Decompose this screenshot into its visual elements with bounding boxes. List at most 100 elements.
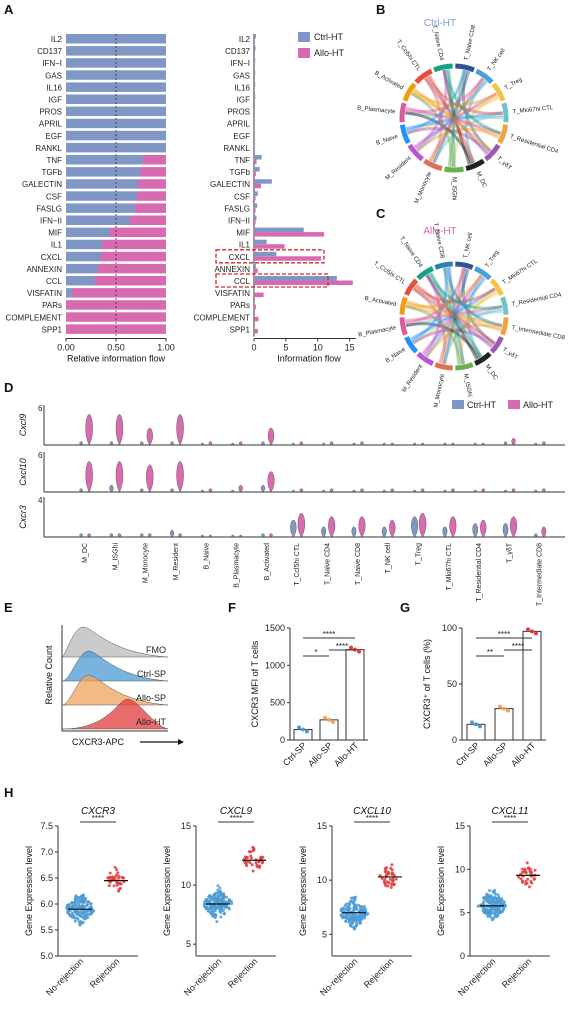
violin (231, 489, 235, 493)
y-tick-label: 100 (442, 623, 457, 633)
scatter-point (483, 910, 487, 914)
scatter-point (113, 865, 117, 869)
scatter-point (351, 901, 355, 905)
scatter-point (348, 919, 352, 923)
panel-label-a: A (4, 2, 14, 17)
row-label: TGFb (230, 168, 251, 177)
dot (357, 649, 361, 654)
histogram-label: Ctrl-SP (137, 669, 166, 679)
violin (201, 489, 204, 493)
scatter-point (118, 886, 122, 890)
violin (297, 512, 305, 538)
violin (358, 516, 366, 538)
chord-label: B_Naive (385, 346, 408, 364)
violin (267, 471, 275, 493)
y-tick-label: 5 (460, 908, 465, 918)
row-label: PARs (42, 301, 62, 310)
dot (349, 645, 353, 650)
scatter-point (115, 883, 119, 887)
scatter-point (389, 886, 393, 890)
row-label: IL2 (239, 35, 251, 44)
y-tick-label: 6.0 (40, 899, 53, 909)
scatter-point (73, 919, 77, 923)
chord-link (413, 285, 496, 304)
row-label: COMPLEMENT (6, 313, 63, 322)
bar-allo-22 (254, 304, 256, 310)
row-label: IL16 (234, 83, 250, 92)
bar-ctrl-18 (66, 251, 101, 262)
chord-link (442, 69, 471, 166)
scatter-point (80, 904, 84, 908)
chord-link (413, 92, 498, 149)
x-tick-label: Rejection (226, 956, 260, 990)
scatter-point (116, 871, 120, 875)
chord-link (427, 273, 503, 310)
chord-link (415, 283, 496, 345)
dot (305, 729, 309, 734)
scatter-point (227, 899, 231, 903)
violin (352, 442, 356, 446)
bar-allo-10 (254, 159, 257, 164)
bar-allo-20 (95, 276, 166, 286)
scatter-point (529, 879, 533, 883)
y-tick-label: 7.5 (40, 821, 53, 831)
scatter-point (216, 888, 220, 892)
scatter-point (217, 906, 221, 910)
sig-stars: ** (487, 648, 493, 657)
scatter-point (213, 891, 217, 895)
scatter-point (519, 877, 523, 881)
chord-arc-12 (399, 296, 408, 315)
dot (297, 725, 301, 730)
y-axis-label: Gene Expression level (162, 846, 172, 936)
chord-link (425, 277, 487, 358)
bar-0 (466, 723, 486, 741)
scatter-point (212, 894, 216, 898)
violin (510, 516, 517, 538)
violin (411, 516, 418, 538)
chord-link (405, 304, 503, 323)
y-axis-label: Relative Count (44, 645, 54, 705)
chord-b-title: Ctrl-HT (424, 18, 456, 29)
scatter-point (205, 905, 209, 909)
violin (231, 442, 235, 446)
category-label: M_DC (82, 543, 89, 563)
bar-ctrl-18 (254, 251, 277, 257)
violin (239, 441, 243, 446)
row-label: PROS (227, 108, 250, 117)
bar-allo-15 (130, 215, 166, 225)
sig-stars: **** (230, 814, 242, 823)
violin (148, 533, 152, 538)
scatter-point (354, 919, 358, 923)
chord-label: T_Mki67hi CTL (502, 258, 540, 286)
scatter-point (83, 900, 87, 904)
chord-link (428, 74, 476, 164)
chord-label: M_Resident (385, 155, 413, 181)
violin (360, 488, 364, 493)
x-tick-label: 1.00 (157, 343, 175, 353)
sig-stars: **** (92, 814, 104, 823)
row-label: IL2 (51, 35, 63, 44)
bar-ctrl-5 (254, 94, 256, 99)
scatter-point (214, 914, 218, 918)
scatter-point (229, 899, 233, 903)
legend-label-ctrl: Ctrl-HT (314, 32, 343, 42)
dot (323, 715, 327, 720)
row-label: CCL (46, 277, 63, 286)
scatter-point (82, 909, 86, 913)
scatter-point (340, 913, 344, 917)
y-tick-label: 5 (322, 929, 327, 939)
chord-arc-0 (455, 261, 474, 270)
scatter-point (257, 860, 261, 864)
chord-label: M_Monocyte (414, 170, 434, 204)
panel-label-b: B (376, 2, 385, 17)
bar-allo-12 (254, 183, 262, 189)
bar-ctrl-16 (254, 227, 304, 233)
scatter-point (490, 906, 494, 910)
dot (498, 704, 502, 709)
x-tick-label: No-rejection (182, 956, 223, 997)
scatter-point (362, 906, 366, 910)
bar-ctrl-17 (66, 239, 102, 250)
bar-ctrl-11 (66, 167, 140, 177)
chord-arc-14 (416, 266, 435, 281)
violin (267, 427, 275, 446)
